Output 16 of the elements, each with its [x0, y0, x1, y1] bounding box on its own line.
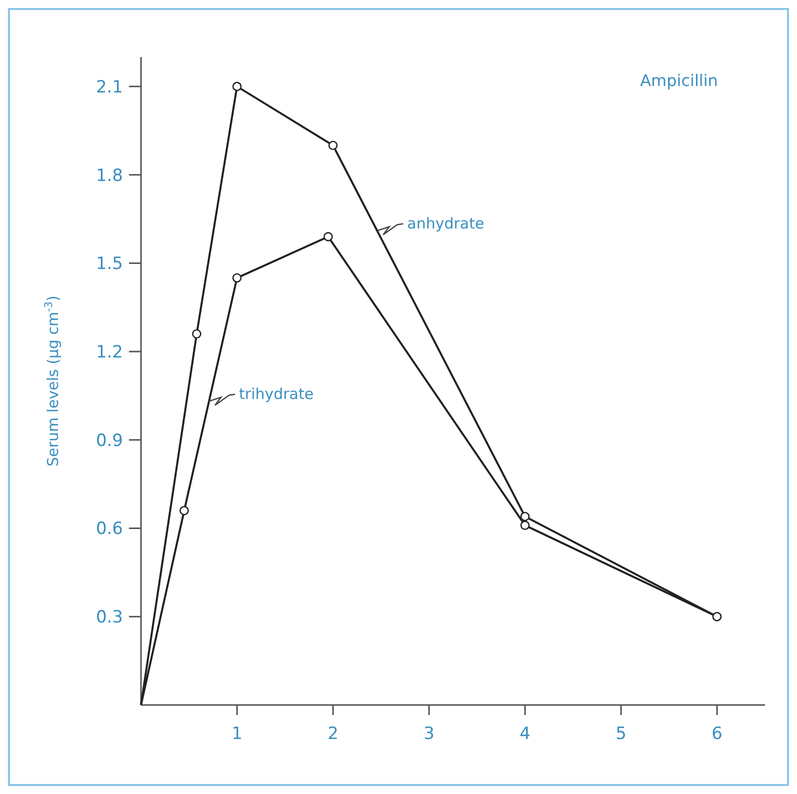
- x-tick-label: 5: [616, 724, 626, 744]
- series-label: anhydrate: [407, 214, 484, 233]
- y-tick-label: 1.5: [96, 254, 123, 274]
- y-tick-label: 1.2: [96, 342, 123, 362]
- y-tick-label: 0.3: [96, 608, 123, 628]
- series-label: trihydrate: [239, 385, 314, 404]
- y-tick-label: 2.1: [96, 77, 123, 98]
- y-tick-label: 0.6: [96, 519, 123, 540]
- y-tick-label: 1.8: [96, 166, 123, 186]
- x-tick-label: 3: [424, 724, 434, 744]
- text: Ampicillin: [640, 71, 718, 90]
- x-tick-label: 1: [232, 724, 242, 744]
- x-tick-label: 6: [712, 724, 722, 744]
- x-tick-label: 2: [328, 724, 338, 744]
- y-tick-label: 0.9: [96, 430, 123, 451]
- x-tick-label: 4: [520, 724, 530, 744]
